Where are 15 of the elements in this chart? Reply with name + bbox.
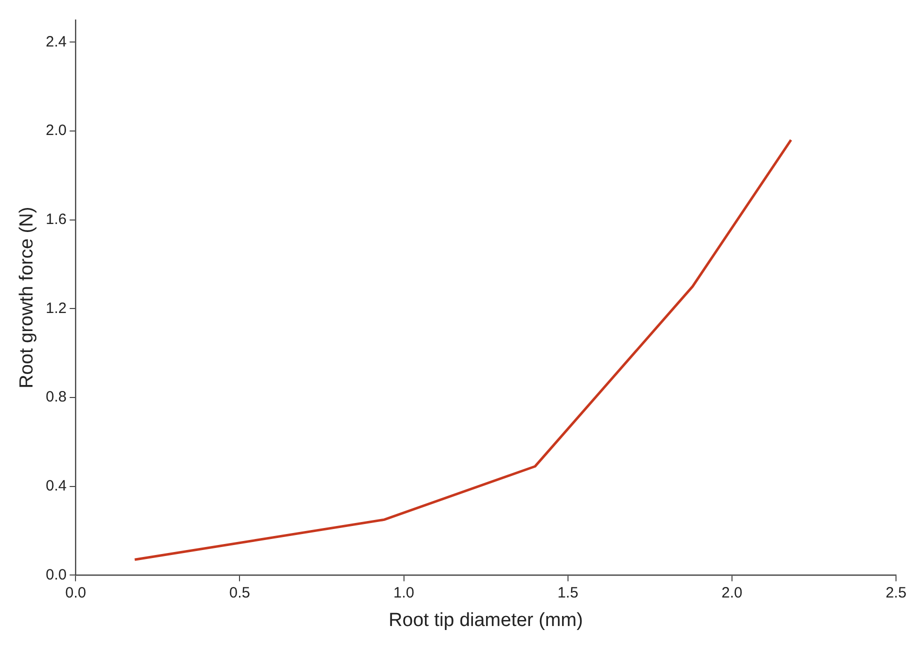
x-axis-title: Root tip diameter (mm)	[388, 610, 583, 631]
x-tick-label: 1.0	[393, 584, 414, 602]
y-tick-label: 1.2	[46, 300, 67, 317]
y-tick-label: 0.4	[46, 478, 67, 495]
y-tick-label: 1.6	[46, 211, 67, 228]
y-tick-label: 0.0	[46, 566, 67, 584]
y-axis-title: Root growth force (N)	[16, 206, 38, 388]
y-tick-label: 2.0	[46, 122, 67, 140]
y-tick-label: 2.4	[46, 33, 67, 50]
x-tick-label: 2.5	[886, 584, 906, 602]
y-tick-label: 0.8	[46, 388, 67, 406]
x-tick-label: 2.0	[722, 584, 742, 602]
x-tick-label: 0.5	[229, 584, 250, 602]
x-tick-label: 0.0	[65, 584, 86, 602]
x-tick-label: 1.5	[557, 584, 578, 602]
